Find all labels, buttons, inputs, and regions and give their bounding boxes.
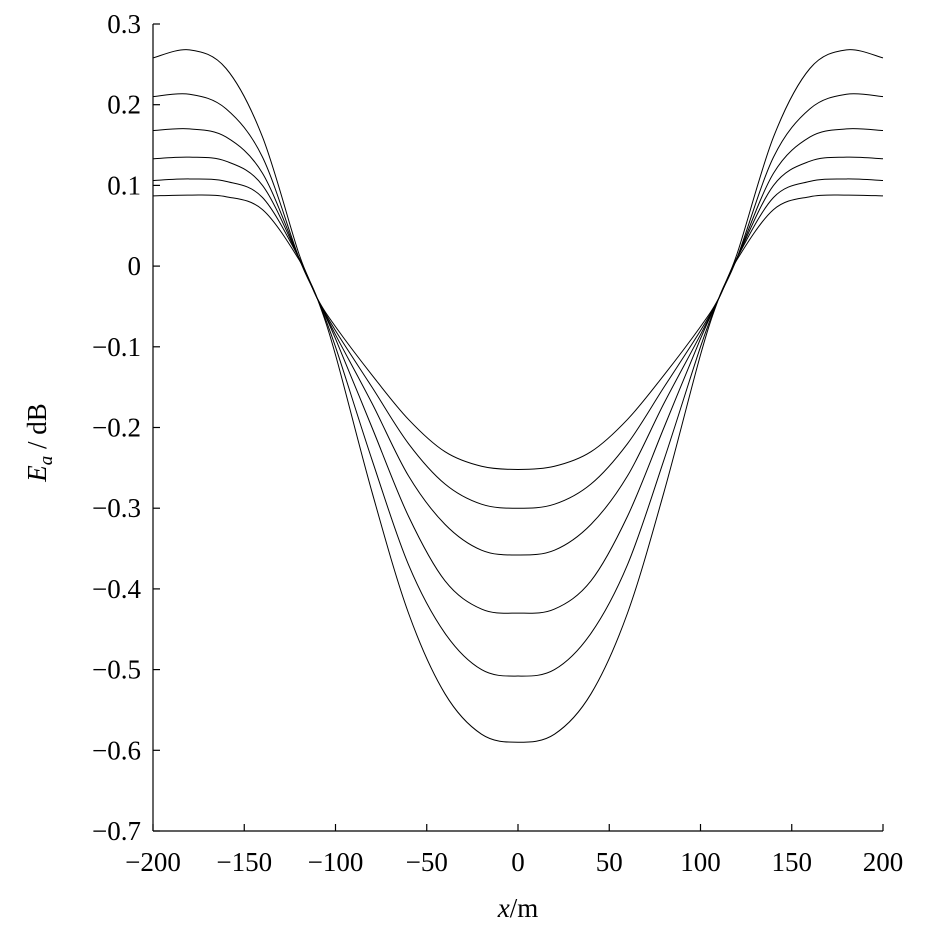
series-group <box>152 49 884 743</box>
series-line-1 <box>152 49 884 743</box>
y-tick-label: 0.2 <box>107 90 141 120</box>
y-tick-label: −0.6 <box>92 735 141 765</box>
series-line-5 <box>152 178 884 509</box>
series-line-3 <box>152 128 884 614</box>
y-tick-label: 0 <box>128 251 142 281</box>
x-axis-ticks: −200 −150 −100 −50 0 50 100 150 200 <box>125 824 903 877</box>
y-axis-label-subscript: a <box>36 456 57 466</box>
y-tick-label: −0.5 <box>92 655 141 685</box>
x-tick-label: 0 <box>511 847 525 877</box>
x-tick-label: 100 <box>680 847 721 877</box>
y-tick-label: −0.2 <box>92 413 141 443</box>
x-axis-label: x/m <box>497 893 539 923</box>
y-tick-label: −0.4 <box>92 574 141 604</box>
y-axis-label-italic: E <box>22 465 52 483</box>
x-tick-label: −200 <box>125 847 181 877</box>
y-tick-label: 0.3 <box>107 9 141 39</box>
series-line-4 <box>152 156 884 556</box>
series-line-2 <box>152 93 884 677</box>
axes <box>152 24 883 832</box>
x-tick-label: −50 <box>406 847 448 877</box>
y-tick-label: −0.1 <box>92 332 141 362</box>
y-axis-label: Ea / dB <box>22 403 57 483</box>
y-axis-label-unit: / dB <box>22 403 52 456</box>
x-axis-label-italic: x <box>497 893 510 923</box>
x-tick-label: 50 <box>596 847 623 877</box>
x-tick-label: −150 <box>216 847 272 877</box>
x-tick-label: −100 <box>308 847 364 877</box>
x-axis-label-unit: /m <box>510 893 539 923</box>
series-line-6 <box>152 194 884 470</box>
y-tick-label: −0.7 <box>92 816 141 846</box>
y-tick-label: 0.1 <box>107 170 141 200</box>
y-tick-label: −0.3 <box>92 493 141 523</box>
x-tick-label: 150 <box>772 847 813 877</box>
y-axis-ticks: 0.3 0.2 0.1 0 −0.1 −0.2 −0.3 −0.4 −0.5 −0.6 −0.7 <box>92 9 160 846</box>
x-tick-label: 200 <box>863 847 904 877</box>
